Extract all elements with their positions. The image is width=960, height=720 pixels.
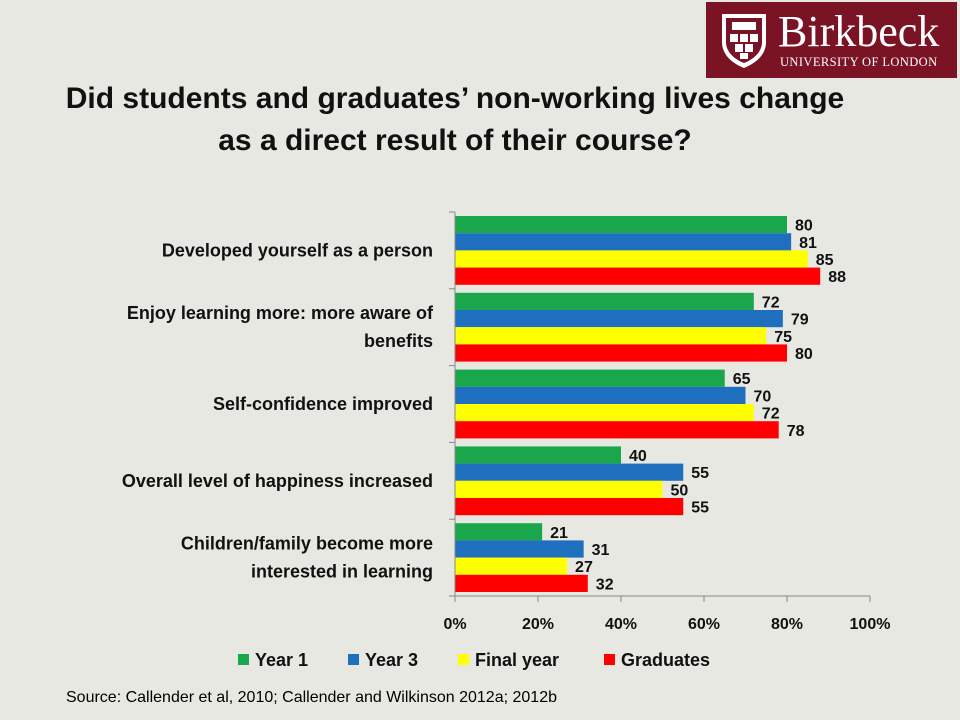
category-label: benefits [364, 331, 433, 351]
bar [455, 540, 584, 558]
bar [455, 404, 754, 422]
birkbeck-logo: Birkbeck UNIVERSITY OF LONDON [706, 2, 957, 78]
bar [455, 463, 684, 481]
data-label: 31 [592, 542, 610, 559]
legend-label: Year 3 [365, 650, 418, 670]
data-label: 80 [795, 218, 813, 235]
data-label: 81 [799, 235, 817, 252]
x-tick-label: 60% [688, 616, 720, 633]
data-label: 65 [733, 371, 751, 388]
data-label: 72 [762, 406, 780, 423]
bar [455, 250, 808, 268]
data-label: 85 [816, 252, 834, 269]
x-tick-label: 80% [771, 616, 803, 633]
data-label: 70 [754, 388, 772, 405]
bar [455, 421, 779, 439]
category-label: Overall level of happiness increased [122, 471, 433, 491]
data-label: 27 [575, 559, 593, 576]
slide-title: Did students and graduates’ non-working … [0, 78, 910, 162]
category-label: Children/family become more [181, 534, 433, 554]
bar [455, 369, 725, 387]
bar [455, 386, 746, 404]
data-label: 79 [791, 312, 809, 329]
bar [455, 523, 543, 541]
bar [455, 216, 787, 234]
legend-swatch [238, 654, 249, 665]
data-label: 72 [762, 294, 780, 311]
title-line-1: Did students and graduates’ non-working … [65, 82, 845, 115]
data-label: 80 [795, 346, 813, 363]
data-label: 55 [691, 500, 709, 517]
crest-icon [722, 14, 766, 68]
x-tick-label: 40% [605, 616, 637, 633]
category-label: interested in learning [251, 562, 433, 582]
bar [455, 446, 621, 464]
legend-label: Final year [475, 650, 559, 670]
data-label: 55 [691, 465, 709, 482]
bar [455, 344, 787, 362]
data-label: 75 [774, 329, 792, 346]
legend-swatch [458, 654, 469, 665]
bar [455, 310, 783, 328]
data-label: 88 [828, 269, 846, 286]
category-label: Enjoy learning more: more aware of [127, 303, 434, 323]
bar [455, 233, 792, 251]
data-label: 32 [596, 576, 614, 593]
data-label: 21 [550, 525, 568, 542]
bar [455, 480, 663, 498]
bar [455, 574, 588, 592]
data-label: 78 [787, 423, 805, 440]
category-label: Developed yourself as a person [162, 240, 433, 260]
logo-wordmark: Birkbeck [778, 7, 940, 56]
x-tick-label: 20% [522, 616, 554, 633]
data-label: 40 [629, 448, 647, 465]
legend-swatch [348, 654, 359, 665]
bar [455, 267, 821, 285]
x-tick-label: 100% [850, 616, 891, 633]
legend-swatch [604, 654, 615, 665]
logo-subtitle: UNIVERSITY OF LONDON [780, 55, 938, 69]
title-line-2: as a direct result of their course? [218, 124, 692, 157]
bar [455, 292, 754, 310]
bar [455, 557, 568, 575]
x-tick-label: 0% [443, 616, 466, 633]
legend-label: Year 1 [255, 650, 308, 670]
category-label: Self-confidence improved [213, 394, 433, 414]
source-note: Source: Callender et al, 2010; Callender… [66, 689, 557, 706]
bar [455, 498, 684, 516]
data-label: 50 [671, 482, 689, 499]
legend-label: Graduates [621, 650, 710, 670]
bar [455, 327, 767, 345]
